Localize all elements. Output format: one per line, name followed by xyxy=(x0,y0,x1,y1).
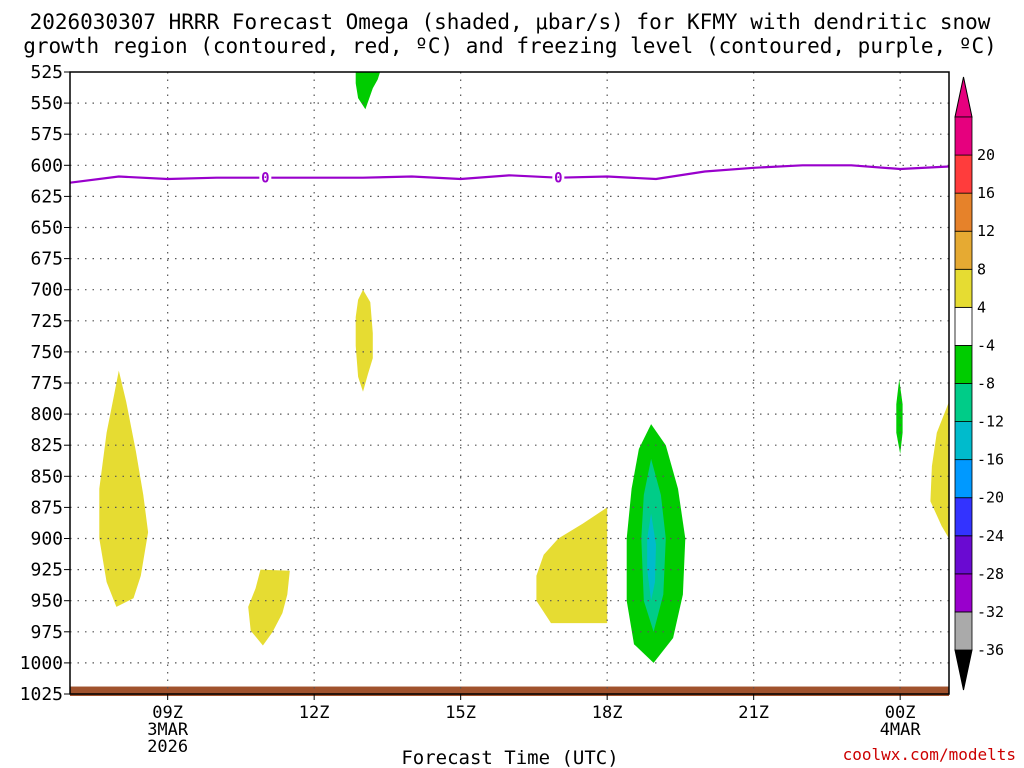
colorbar-segment xyxy=(954,421,973,461)
x-tick-label: 00Z xyxy=(885,703,916,723)
y-tick-label: 800 xyxy=(30,404,63,425)
omega-region-8 xyxy=(896,379,903,454)
x-tick-label: 3MAR xyxy=(147,720,189,740)
colorbar-label: -36 xyxy=(977,641,1004,659)
colorbar-segment xyxy=(954,230,973,270)
y-tick-label: 950 xyxy=(30,591,63,612)
colorbar-label: -16 xyxy=(977,451,1004,469)
chart-title-line-1: 2026030307 HRRR Forecast Omega (shaded, … xyxy=(30,10,991,34)
colorbar-label: -28 xyxy=(977,565,1004,583)
colorbar-label: 8 xyxy=(977,260,986,278)
colorbar-label: -32 xyxy=(977,603,1004,621)
y-tick-label: 1000 xyxy=(20,653,63,674)
y-tick-label: 625 xyxy=(30,186,63,207)
omega-region-2 xyxy=(99,370,149,607)
omega-region-3 xyxy=(248,569,290,646)
colorbar-label: 16 xyxy=(977,184,995,202)
credit-text: coolwx.com/modelts xyxy=(843,745,1016,764)
y-tick-label: 850 xyxy=(30,466,63,487)
x-tick-label: 09Z xyxy=(152,703,183,723)
colorbar-segment xyxy=(954,573,973,613)
colorbar-segment xyxy=(954,192,973,232)
colorbar-segment xyxy=(954,535,973,575)
y-tick-label: 750 xyxy=(30,342,63,363)
colorbar-segment xyxy=(954,459,973,499)
y-tick-label: 925 xyxy=(30,560,63,581)
colorbar-segment xyxy=(954,497,973,537)
colorbar-segment xyxy=(954,383,973,422)
colorbar-segment xyxy=(954,268,973,308)
chart-title-line-2: growth region (contoured, red, ºC) and f… xyxy=(23,34,997,58)
colorbar-label: -4 xyxy=(977,336,995,354)
colorbar-label: 12 xyxy=(977,222,995,240)
y-tick-label: 700 xyxy=(30,280,63,301)
colorbar-segment xyxy=(954,345,973,384)
freezing-label-bg xyxy=(259,169,272,186)
colorbar: -36 -32 -28 -24 -20 -16 -12 -8 -4 4 8 12 16 20 xyxy=(954,76,1004,691)
x-tick-label: 21Z xyxy=(738,703,769,723)
y-tick-label: 675 xyxy=(30,249,63,270)
y-tick-label: 775 xyxy=(30,373,63,394)
colorbar-segment xyxy=(954,116,973,156)
colorbar-label: 20 xyxy=(977,146,995,164)
omega-region-0 xyxy=(355,72,381,110)
plot-frame xyxy=(69,71,950,695)
omega-region-9 xyxy=(930,401,949,539)
y-tick-label: 600 xyxy=(30,155,63,176)
x-tick-label: 12Z xyxy=(299,703,330,723)
x-tick-label: 18Z xyxy=(592,703,623,723)
freezing-label-bg xyxy=(552,169,565,186)
plot-area: 525 550 575 600 625 650 675 700 725 750 775 800 825 8… xyxy=(20,62,950,757)
omega-region-1 xyxy=(355,289,373,392)
surface-band xyxy=(70,686,949,696)
x-tick-label: 15Z xyxy=(445,703,476,723)
x-tick-label: 4MAR xyxy=(880,720,922,740)
freezing-level-label: 0 xyxy=(554,171,562,187)
omega-region-4 xyxy=(536,507,608,624)
freezing-level-line xyxy=(69,164,950,184)
y-tick-label: 1025 xyxy=(20,684,63,705)
colorbar-high-triangle xyxy=(954,76,973,118)
freezing-level-label: 0 xyxy=(261,171,269,187)
colorbar-label: -24 xyxy=(977,527,1004,545)
x-axis-label: Forecast Time (UTC) xyxy=(401,747,618,768)
y-tick-label: 825 xyxy=(30,435,63,456)
colorbar-label: 4 xyxy=(977,298,986,316)
y-tick-label: 725 xyxy=(30,311,63,332)
colorbar-segment xyxy=(954,611,973,651)
y-tick-label: 550 xyxy=(30,93,63,114)
colorbar-low-triangle xyxy=(954,649,973,691)
y-tick-label: 575 xyxy=(30,124,63,145)
colorbar-segment xyxy=(954,154,973,194)
y-tick-label: 650 xyxy=(30,218,63,239)
colorbar-label: -8 xyxy=(977,375,995,393)
colorbar-label: -20 xyxy=(977,489,1004,507)
y-tick-label: 875 xyxy=(30,497,63,518)
y-tick-label: 975 xyxy=(30,622,63,643)
y-tick-label: 525 xyxy=(30,62,63,83)
colorbar-segment xyxy=(954,306,973,346)
x-tick-label: 2026 xyxy=(147,737,188,757)
y-tick-label: 900 xyxy=(30,529,63,550)
omega-region-7 xyxy=(647,513,656,601)
colorbar-label: -12 xyxy=(977,413,1004,431)
